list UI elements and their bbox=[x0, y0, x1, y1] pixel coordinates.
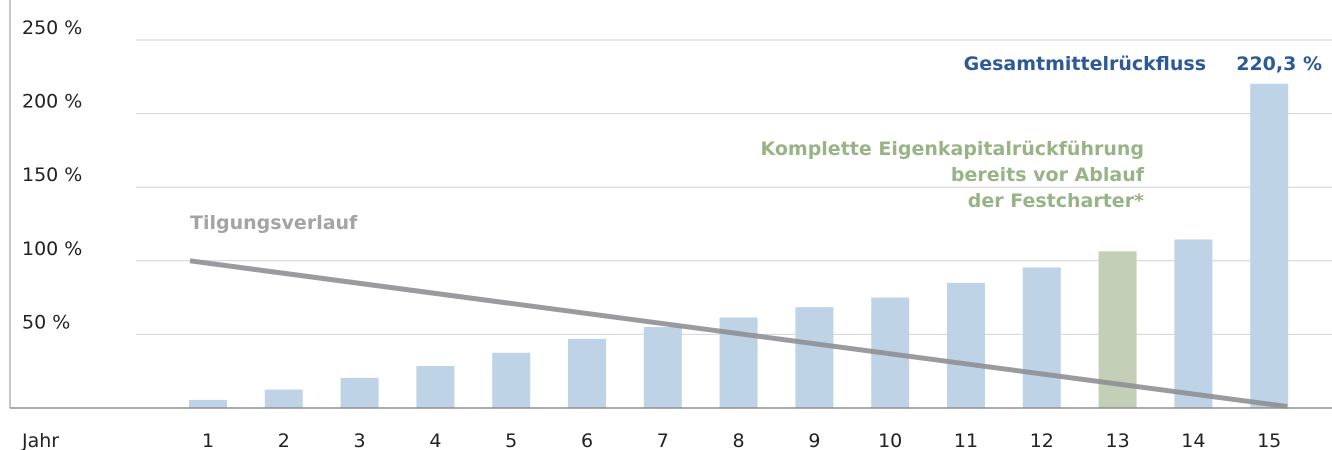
y-tick-label: 50 % bbox=[22, 311, 70, 333]
x-tick-label: 10 bbox=[878, 430, 902, 450]
x-tick-label: 11 bbox=[954, 430, 978, 450]
x-tick-label: 3 bbox=[354, 430, 366, 450]
y-tick-label: 150 % bbox=[22, 164, 82, 186]
bar bbox=[1174, 239, 1213, 408]
x-tick-label: 13 bbox=[1106, 430, 1130, 450]
axes bbox=[9, 0, 1332, 409]
x-tick-label: 7 bbox=[657, 430, 669, 450]
bar bbox=[1022, 267, 1061, 408]
equity-annotation-line-1: Komplette Eigenkapitalrückführung bbox=[760, 138, 1144, 160]
x-tick-label: 15 bbox=[1257, 430, 1281, 450]
x-axis-title: Jahr bbox=[21, 430, 59, 450]
bar bbox=[568, 338, 606, 408]
bar bbox=[492, 352, 531, 408]
repayment-line bbox=[189, 258, 1288, 410]
x-tick-label: 6 bbox=[581, 430, 593, 450]
total-return-value: 220,3 % bbox=[1236, 53, 1322, 75]
bar bbox=[416, 366, 455, 408]
x-tick-label: 4 bbox=[429, 430, 441, 450]
bar bbox=[340, 377, 379, 408]
x-tick-label: 1 bbox=[202, 430, 214, 450]
bar bbox=[795, 307, 834, 408]
y-tick-label: 250 % bbox=[22, 17, 82, 39]
x-tick-label: 2 bbox=[278, 430, 290, 450]
bar bbox=[643, 327, 682, 408]
bar bbox=[1250, 83, 1289, 409]
bar bbox=[264, 389, 303, 408]
x-tick-label: 8 bbox=[733, 430, 745, 450]
equity-annotation-line-3: der Festcharter* bbox=[968, 190, 1144, 212]
x-tick-label: 5 bbox=[505, 430, 517, 450]
equity-annotation-line-2: bereits vor Ablauf bbox=[951, 164, 1145, 186]
bar bbox=[189, 399, 227, 408]
bar bbox=[947, 282, 985, 408]
grid-lines: 50 % 100 % 150 % 200 % 250 % bbox=[22, 17, 1332, 335]
x-tick-label: 14 bbox=[1181, 430, 1205, 450]
line-series-label: Tilgungsverlauf bbox=[190, 212, 358, 234]
x-tick-label: 9 bbox=[808, 430, 820, 450]
y-tick-label: 100 % bbox=[22, 238, 82, 260]
x-tick-label: 12 bbox=[1030, 430, 1054, 450]
repayment-line-layer bbox=[189, 258, 1288, 410]
bars: 1 2 3 4 5 6 7 8 9 10 11 12 13 14 15 bbox=[189, 83, 1289, 450]
total-return-label: Gesamtmittelrückfluss bbox=[964, 53, 1206, 75]
y-tick-label: 200 % bbox=[22, 91, 82, 113]
